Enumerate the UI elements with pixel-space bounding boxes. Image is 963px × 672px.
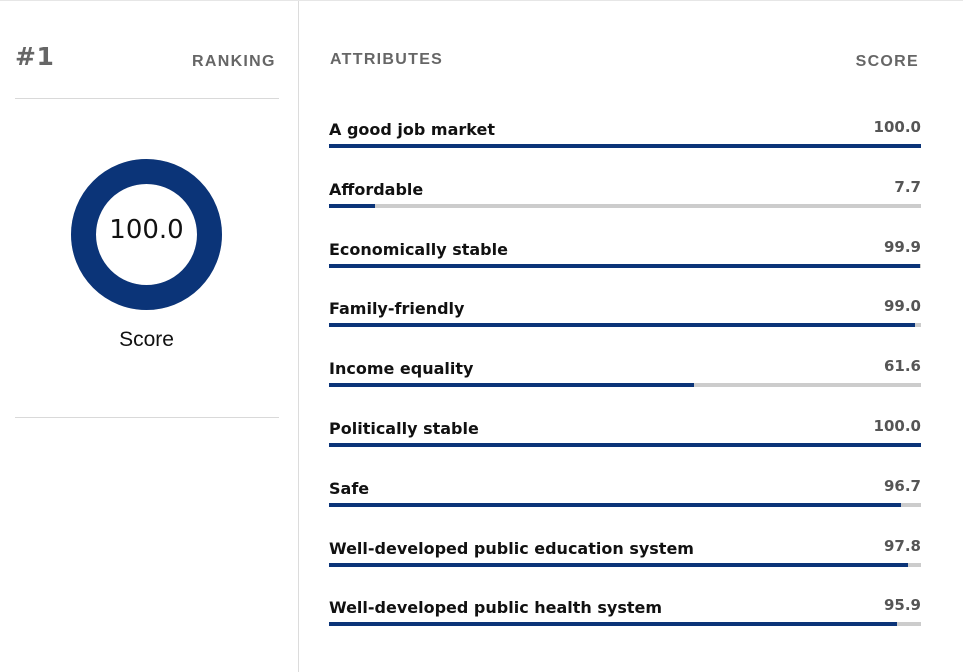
score-bar-track <box>329 203 921 208</box>
score-bar-fill <box>329 622 897 627</box>
score-bar-track <box>329 383 921 388</box>
overall-score-label: Score <box>119 328 174 351</box>
score-header: SCORE <box>855 53 919 70</box>
attribute-row: A good job market 100.0 <box>329 118 921 180</box>
attribute-score: 100.0 <box>873 118 921 136</box>
score-bar-fill <box>329 383 694 388</box>
attribute-row: Economically stable 99.9 <box>329 237 921 300</box>
score-bar-track <box>329 323 921 328</box>
ranking-label: RANKING <box>192 53 276 70</box>
score-bar-fill <box>329 323 916 328</box>
attribute-row: Family-friendly 99.0 <box>329 297 921 359</box>
attribute-label: Well-developed public education system <box>329 538 694 558</box>
score-bar-fill <box>329 562 908 567</box>
score-bar-fill <box>329 263 921 268</box>
attribute-label: Income equality <box>329 359 474 379</box>
attribute-score: 96.7 <box>883 476 921 495</box>
attribute-score: 99.0 <box>883 297 921 316</box>
donut-arc <box>71 159 222 310</box>
attribute-label: Safe <box>329 478 370 498</box>
attribute-score: 61.6 <box>883 357 921 376</box>
divider <box>15 417 279 418</box>
attribute-label: Family-friendly <box>329 299 465 319</box>
score-bar-fill <box>329 502 902 507</box>
attribute-score: 95.9 <box>883 596 921 615</box>
score-bar-track <box>329 502 921 507</box>
attribute-row: Income equality 61.6 <box>329 357 921 419</box>
score-bar-track <box>329 263 921 268</box>
attribute-score: 97.8 <box>883 536 921 555</box>
score-bar-track <box>329 562 921 567</box>
score-bar-fill <box>329 203 375 208</box>
attributes-panel: ATTRIBUTES SCORE A good job market 100.0 A… <box>300 1 963 672</box>
attribute-row: Politically stable 100.0 <box>329 417 921 479</box>
attribute-label: A good job market <box>329 120 495 139</box>
ranking-number: #1 <box>15 42 55 71</box>
score-donut-chart <box>71 159 222 310</box>
attribute-score: 100.0 <box>873 417 921 435</box>
divider <box>15 98 279 99</box>
attribute-score: 99.9 <box>883 237 921 256</box>
overall-score-value: 100.0 <box>109 215 184 245</box>
attribute-row: Safe 96.7 <box>329 476 921 539</box>
score-bar-fill <box>329 144 921 148</box>
attribute-label: Well-developed public health system <box>329 598 663 618</box>
score-bar-track <box>329 443 921 447</box>
attribute-row: Well-developed public health system 95.9 <box>329 596 921 658</box>
attribute-label: Affordable <box>329 179 424 199</box>
attributes-header: ATTRIBUTES <box>330 51 444 68</box>
score-bar-track <box>329 144 921 148</box>
score-bar-track <box>329 622 921 627</box>
attribute-row: Affordable 7.7 <box>329 177 921 240</box>
attribute-label: Economically stable <box>329 239 508 259</box>
score-bar-fill <box>329 443 921 447</box>
attribute-row: Well-developed public education system 97… <box>329 536 921 599</box>
attribute-score: 7.7 <box>894 177 921 196</box>
ranking-panel: #1 RANKING 100.0 Score <box>0 1 299 672</box>
attribute-label: Politically stable <box>329 419 479 438</box>
